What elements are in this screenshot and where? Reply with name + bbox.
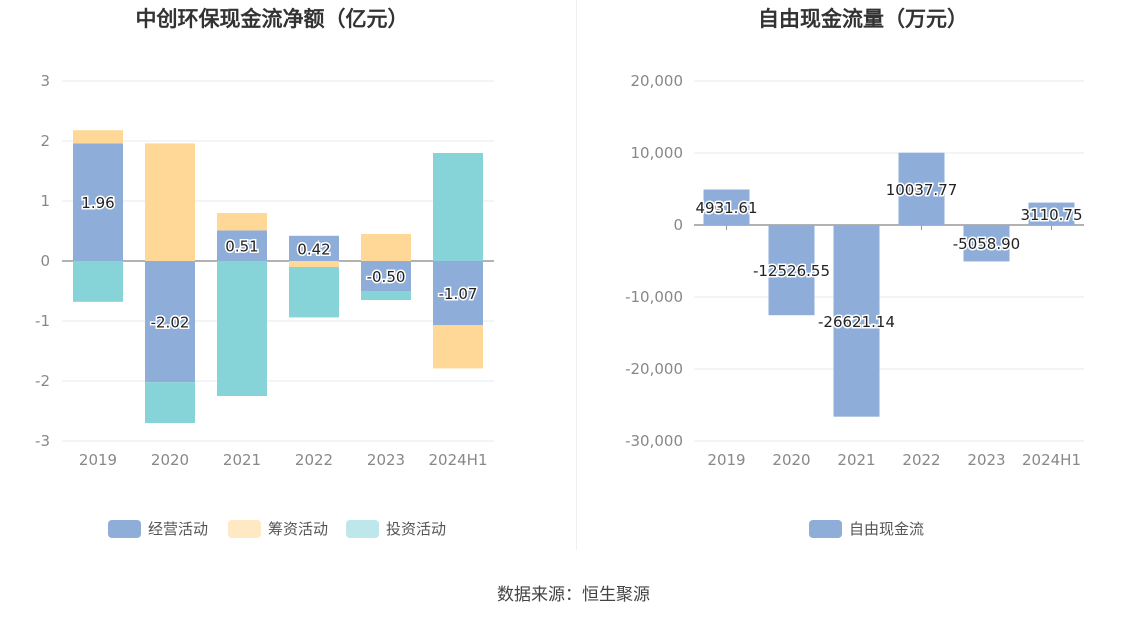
y-tick-label: 10,000 [631, 144, 684, 162]
bar-自由现金流-2022 [898, 152, 945, 225]
data-label: 3110.75 [1020, 206, 1082, 224]
cash-flow-net-chart: 中创环保现金流净额（亿元） 1.96 -2.02 0.51 0.42 -0.50 -1.0… [0, 0, 577, 560]
free-cash-flow-chart-svg: 自由现金流量（万元） 4931.61 -12526.55 -26621.14 1003… [625, 7, 1084, 538]
legend-swatch [809, 520, 842, 538]
legend-label: 投资活动 [386, 520, 446, 538]
panel-divider [576, 0, 577, 550]
bar-筹资活动-2022 [289, 261, 339, 267]
bar-筹资活动-2020 [145, 143, 195, 261]
legend-label: 自由现金流 [849, 520, 924, 538]
legend-item-筹资活动[interactable]: 筹资活动 [228, 520, 328, 538]
bar-筹资活动-2023 [361, 234, 411, 261]
bar-经营活动-2021 [217, 230, 267, 261]
y-tick-label: -20,000 [625, 360, 683, 378]
x-tick-label: 2022 [902, 451, 940, 469]
y-tick-label: 3 [40, 72, 50, 90]
bar-筹资活动-2019 [73, 130, 123, 144]
data-label: -26621.14 [818, 313, 895, 331]
bar-自由现金流-2020 [768, 225, 815, 316]
y-tick-label: -3 [35, 432, 50, 450]
bar-投资活动-2020 [145, 382, 195, 423]
data-label: 0.51 [225, 238, 258, 256]
bar-经营活动-2024H1 [433, 261, 483, 326]
x-tick-label: 2021 [223, 451, 261, 469]
legend-swatch [346, 520, 379, 538]
bar-投资活动-2022 [289, 267, 339, 318]
x-tick-label: 2021 [837, 451, 875, 469]
data-label: -5058.90 [953, 235, 1020, 253]
y-tick-label: -2 [35, 372, 50, 390]
x-tick-label: 2019 [707, 451, 745, 469]
bar-自由现金流-2023 [963, 225, 1010, 262]
data-label: 1.96 [81, 194, 114, 212]
x-tick-label: 2024H1 [1022, 451, 1081, 469]
legend-item-自由现金流[interactable]: 自由现金流 [809, 520, 924, 538]
data-label: -2.02 [151, 314, 190, 332]
x-tick-label: 2019 [79, 451, 117, 469]
legend-swatch [108, 520, 141, 538]
data-source: 数据来源：恒生聚源 [497, 585, 650, 605]
bar-自由现金流-2021 [833, 225, 880, 417]
bar-投资活动-2021 [217, 261, 267, 396]
legend-label: 经营活动 [148, 520, 208, 538]
bar-投资活动-2023 [361, 291, 411, 300]
free-cash-flow-chart: 自由现金流量（万元） 4931.61 -12526.55 -26621.14 1003… [577, 0, 1147, 560]
y-tick-label: 1 [40, 192, 50, 210]
x-tick-label: 2020 [151, 451, 189, 469]
y-tick-label: -30,000 [625, 432, 683, 450]
y-tick-label: -1 [35, 312, 50, 330]
bar-投资活动-2019 [73, 261, 123, 302]
bar-自由现金流-2024H1 [1028, 202, 1075, 225]
bar-自由现金流-2019 [703, 189, 750, 225]
y-tick-label: -10,000 [625, 288, 683, 306]
legend-item-经营活动[interactable]: 经营活动 [108, 520, 208, 538]
chart-title: 中创环保现金流净额（亿元） [136, 7, 409, 31]
cash-flow-net-chart-svg: 中创环保现金流净额（亿元） 1.96 -2.02 0.51 0.42 -0.50 -1.0… [35, 7, 494, 538]
bar-经营活动-2019 [73, 143, 123, 261]
data-label: 10037.77 [886, 181, 958, 199]
x-tick-label: 2024H1 [429, 451, 488, 469]
x-tick-label: 2023 [967, 451, 1005, 469]
x-tick-label: 2020 [772, 451, 810, 469]
bar-投资活动-2024H1 [433, 153, 483, 261]
data-label: -0.50 [367, 268, 406, 286]
chart-title: 自由现金流量（万元） [758, 7, 968, 31]
y-tick-label: 20,000 [631, 72, 684, 90]
x-tick-label: 2023 [367, 451, 405, 469]
y-tick-label: 2 [40, 132, 50, 150]
y-tick-label: 0 [673, 216, 683, 234]
bar-经营活动-2023 [361, 261, 411, 291]
data-label: -1.07 [439, 285, 478, 303]
data-label: 0.42 [297, 240, 330, 258]
legend-swatch [228, 520, 261, 538]
bar-筹资活动-2024H1 [433, 325, 483, 369]
data-label: 4931.61 [695, 199, 757, 217]
y-tick-label: 0 [40, 252, 50, 270]
bar-经营活动-2022 [289, 235, 339, 261]
bar-经营活动-2020 [145, 261, 195, 383]
legend-item-投资活动[interactable]: 投资活动 [346, 520, 446, 538]
bar-筹资活动-2021 [217, 213, 267, 231]
data-label: -12526.55 [753, 262, 830, 280]
x-tick-label: 2022 [295, 451, 333, 469]
legend-label: 筹资活动 [268, 520, 328, 538]
